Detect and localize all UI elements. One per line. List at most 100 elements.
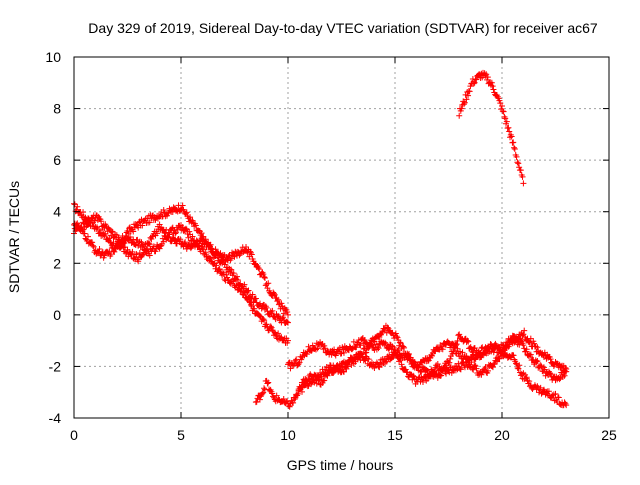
data-point	[470, 366, 477, 373]
data-point	[280, 314, 287, 321]
data-point	[119, 241, 126, 248]
data-point	[183, 209, 190, 216]
data-point	[162, 230, 169, 237]
data-point	[186, 228, 193, 235]
data-point	[562, 400, 569, 407]
data-point	[275, 330, 282, 337]
data-point	[192, 222, 199, 229]
data-point	[131, 241, 138, 248]
data-point	[252, 295, 259, 302]
data-point	[96, 245, 103, 252]
data-point	[419, 378, 426, 385]
data-point	[352, 358, 359, 365]
data-point	[514, 159, 521, 166]
data-point	[285, 311, 291, 318]
data-point	[510, 352, 517, 359]
data-point	[292, 357, 299, 364]
data-point	[502, 115, 509, 122]
data-point	[449, 350, 456, 357]
data-point	[143, 246, 150, 253]
data-point	[394, 347, 401, 354]
data-point	[401, 344, 408, 351]
data-point	[472, 363, 479, 370]
data-point	[160, 207, 167, 214]
data-point	[256, 266, 263, 273]
y-tick-label: 2	[53, 255, 61, 271]
data-point	[424, 358, 431, 365]
data-point	[135, 258, 142, 265]
data-point	[375, 345, 382, 352]
data-point	[517, 167, 524, 174]
data-point	[101, 232, 108, 239]
data-point	[363, 349, 370, 356]
data-point	[511, 145, 518, 152]
y-tick-label: 8	[53, 101, 61, 117]
data-point	[189, 217, 196, 224]
data-point	[303, 351, 310, 358]
data-point	[81, 230, 88, 237]
tick-layer: 0 5 10 15 20 25 -4 -2 0 2 4 6 8 10	[45, 49, 617, 443]
data-point	[489, 364, 496, 371]
data-point	[278, 300, 285, 307]
data-point	[473, 76, 480, 83]
data-point	[520, 180, 527, 187]
data-point	[89, 239, 96, 246]
data-point	[291, 396, 298, 403]
data-point	[547, 356, 554, 363]
data-point	[156, 221, 163, 228]
data-point	[506, 128, 513, 135]
data-point	[286, 403, 293, 410]
data-point	[515, 160, 522, 167]
data-point	[534, 358, 541, 365]
data-point	[233, 282, 240, 289]
data-point	[253, 398, 260, 405]
data-point	[130, 228, 137, 235]
data-point	[407, 354, 414, 361]
data-point	[375, 363, 382, 370]
data-point	[534, 344, 541, 351]
data-point	[563, 366, 570, 373]
data-point	[382, 339, 389, 346]
data-point	[230, 270, 237, 277]
data-point	[488, 79, 495, 86]
data-point	[489, 83, 496, 90]
data-point	[182, 225, 189, 232]
y-tick-label: 4	[53, 204, 61, 220]
data-point	[108, 228, 115, 235]
data-point	[520, 342, 527, 349]
data-point	[261, 385, 268, 392]
data-point	[519, 173, 526, 180]
data-point	[294, 390, 301, 397]
data-point	[537, 384, 544, 391]
data-point	[499, 102, 505, 109]
data-point	[264, 380, 271, 387]
data-point	[223, 271, 230, 278]
data-point	[459, 349, 466, 356]
data-point	[261, 317, 268, 324]
data-point	[466, 357, 473, 364]
data-point	[82, 218, 89, 225]
data-point	[466, 88, 473, 95]
data-point	[91, 217, 98, 224]
data-point	[233, 273, 240, 280]
data-point	[485, 367, 492, 374]
data-point	[251, 305, 258, 312]
data-point	[228, 266, 235, 273]
data-point	[238, 285, 245, 292]
data-point	[471, 79, 478, 86]
data-point	[172, 230, 179, 237]
data-point	[357, 342, 364, 349]
data-point	[269, 390, 276, 397]
data-point	[213, 262, 220, 269]
data-point	[499, 350, 505, 357]
data-point	[471, 362, 478, 369]
data-point	[461, 101, 468, 108]
data-point	[556, 376, 563, 383]
data-point	[177, 236, 184, 243]
data-point	[512, 360, 519, 367]
data-point	[395, 346, 402, 353]
data-point	[139, 222, 146, 229]
data-point	[224, 274, 231, 281]
data-point	[198, 230, 205, 237]
